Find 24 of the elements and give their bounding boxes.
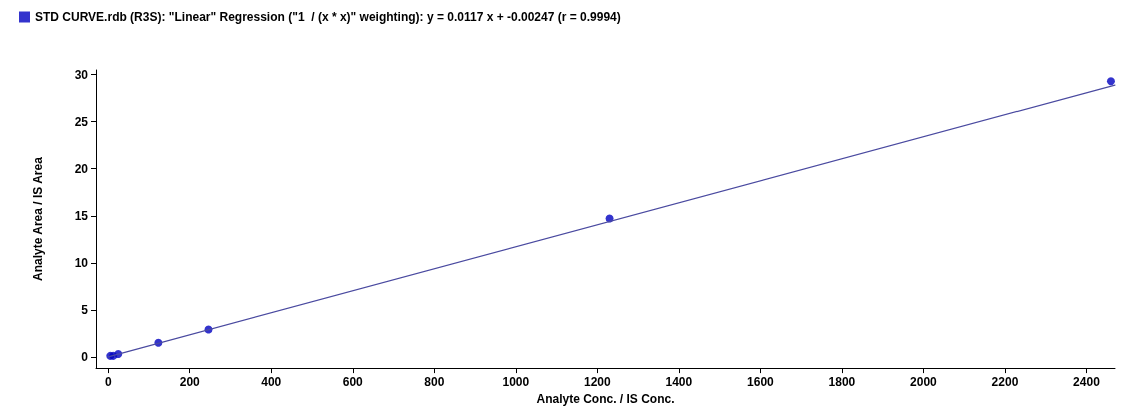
x-tick-label: 200 bbox=[179, 375, 201, 390]
y-tick-label: 5 bbox=[81, 302, 89, 317]
y-tick-label: 30 bbox=[74, 67, 89, 82]
x-tick-label: 0 bbox=[104, 375, 112, 390]
y-tick-label: 0 bbox=[81, 349, 89, 364]
legend-label: STD CURVE.rdb (R3S): "Linear" Regression ("1 / (x * x)" weighting): y = 0.0117 x + -0.00247 (r = 0.9994) bbox=[35, 10, 621, 24]
x-tick-label: 1000 bbox=[502, 375, 530, 390]
x-tick-label: 400 bbox=[261, 375, 282, 390]
x-tick-label: 2200 bbox=[991, 375, 1019, 390]
point bbox=[1106, 77, 1115, 86]
x-tick-label: 600 bbox=[342, 375, 364, 390]
x-tick-label: 1800 bbox=[828, 375, 856, 390]
y-tick-label: 25 bbox=[74, 114, 89, 129]
x-tick-label: 2400 bbox=[1073, 375, 1101, 390]
x-tick-label: 2000 bbox=[910, 375, 938, 390]
x-tick-label: 800 bbox=[424, 375, 445, 390]
x-tick-label: 1600 bbox=[747, 375, 775, 390]
y-tick-label: 10 bbox=[74, 255, 89, 270]
y-tick-label: 20 bbox=[74, 161, 89, 176]
x-axis-title: Analyte Conc. / IS Conc. bbox=[536, 392, 675, 406]
y-axis-title: Analyte Area / IS Area bbox=[31, 156, 45, 281]
x-tick-label: 1200 bbox=[584, 375, 612, 390]
y-tick-label: 15 bbox=[74, 208, 89, 223]
x-tick-label: 1400 bbox=[665, 375, 693, 390]
